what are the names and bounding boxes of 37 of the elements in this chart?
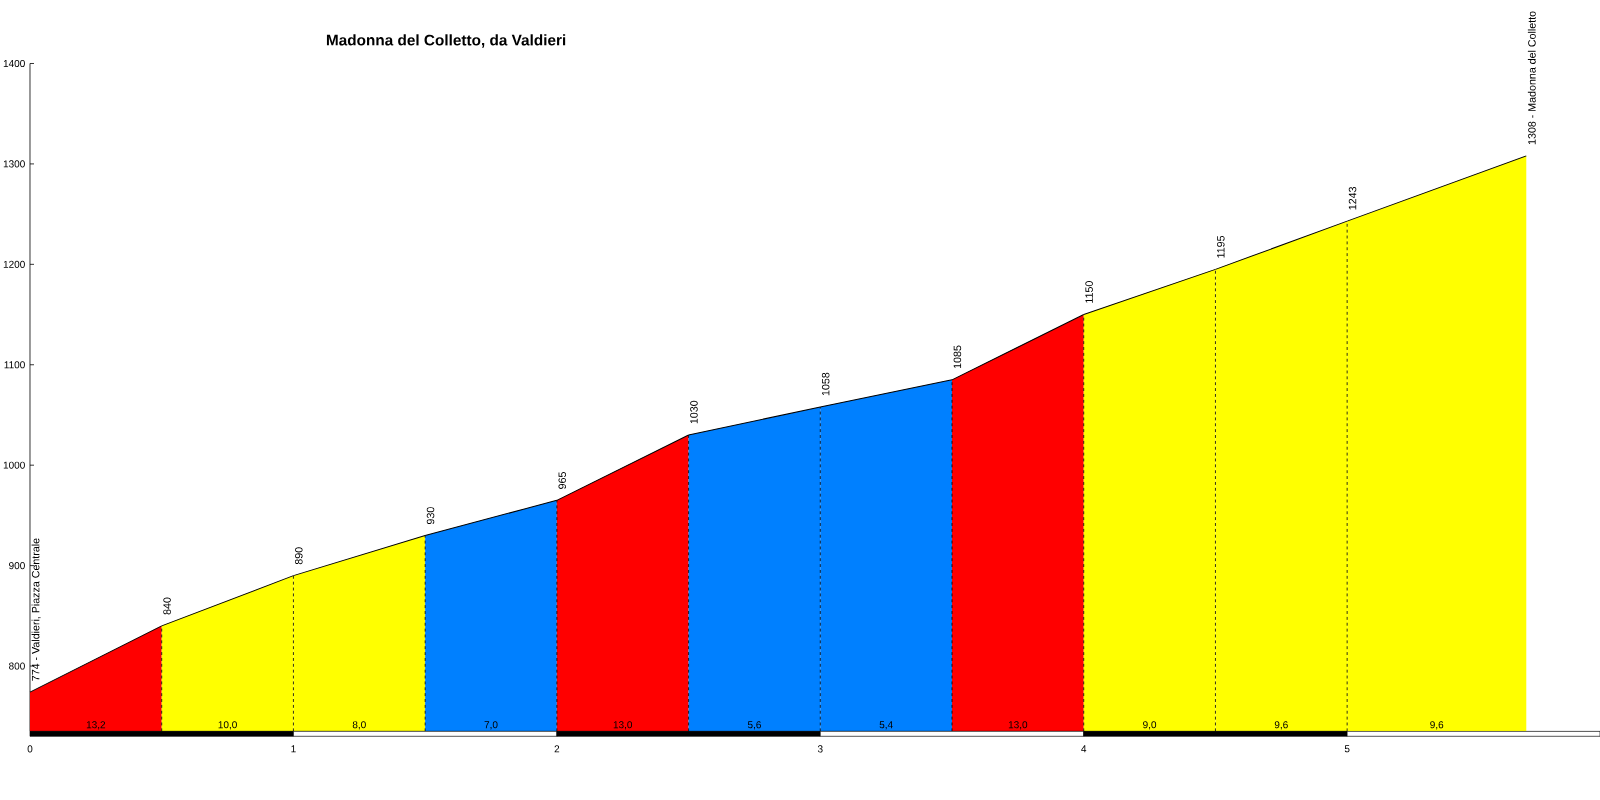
annotation: 13,0: [1008, 721, 1028, 730]
data-label: 1195: [1217, 235, 1225, 258]
x-tick-label: 4: [1081, 745, 1087, 753]
annotation: 8,0: [352, 721, 366, 730]
data-label: 774 - Valdieri, Piazza Centrale: [31, 538, 41, 681]
data-label: 1085: [953, 345, 962, 369]
annotation: 5,4: [879, 721, 893, 730]
annotation: 13,2: [86, 721, 106, 730]
annotation: 9,6: [1274, 721, 1288, 730]
y-tick-label: 900: [9, 562, 25, 570]
data-label: 965: [558, 472, 567, 489]
annotation: 13,0: [613, 721, 633, 730]
y-tick-label: 800: [9, 662, 25, 670]
data-label: 1150: [1085, 281, 1093, 303]
annotation: 7,0: [484, 721, 498, 730]
data-label: 890: [295, 547, 303, 565]
annotation: 9,6: [1430, 721, 1444, 730]
x-tick-label: 5: [1344, 745, 1350, 753]
data-label: 1030: [690, 400, 698, 424]
x-tick-label: 1: [291, 745, 296, 753]
data-label: 1243: [1348, 186, 1357, 210]
data-label: 1058: [821, 372, 830, 396]
x-tick-label: 2: [554, 745, 560, 753]
annotation: 10,0: [218, 721, 237, 730]
y-tick-label: 1300: [3, 160, 25, 168]
data-label: 840: [163, 597, 171, 615]
y-tick-label: 1400: [3, 59, 25, 68]
annotation: 9,0: [1143, 721, 1157, 730]
annotation: 5,6: [747, 721, 761, 730]
y-tick-label: 1000: [3, 461, 25, 469]
data-label: 930: [426, 507, 435, 525]
y-tick-label: 1200: [3, 260, 25, 268]
y-tick-label: 1100: [4, 361, 25, 369]
x-tick-label: 3: [817, 745, 823, 753]
chart-title: Madonna del Colletto, da Valdieri: [326, 34, 566, 48]
data-label: 1308 - Madonna del Colletto: [1527, 11, 1536, 145]
x-tick-label: 0: [27, 745, 33, 753]
